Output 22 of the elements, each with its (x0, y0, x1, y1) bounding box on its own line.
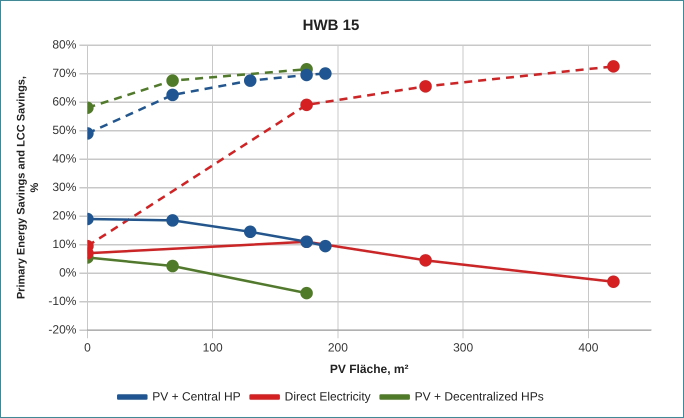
x-tick-label: 0 (84, 340, 92, 355)
y-tick-label: 20% (52, 208, 77, 222)
y-tick-label: 10% (52, 236, 77, 251)
x-axis-title: PV Fläche, m² (330, 362, 409, 376)
chart-title: HWB 15 (302, 17, 360, 34)
y-tick-label: -20% (48, 322, 77, 337)
x-tick-label: 200 (328, 340, 348, 355)
y-axis-title: Primary Energy Savings and LCC Savings, % (16, 76, 41, 300)
legend-label: PV + Central HP (152, 389, 241, 404)
x-tick-label: 300 (453, 340, 474, 355)
legend-label: Direct Electricity (284, 389, 371, 404)
x-tick-label: 400 (578, 340, 599, 355)
y-tick-label: 70% (52, 66, 77, 80)
y-tick-label: 80% (52, 37, 77, 52)
y-tick-label: 40% (52, 151, 77, 166)
x-tick-label: 100 (202, 340, 223, 355)
y-tick-label: -10% (48, 294, 77, 308)
y-tick-label: 0% (59, 265, 77, 280)
y-tick-label: 50% (52, 122, 77, 137)
y-tick-label: 30% (52, 180, 77, 194)
y-tick-label: 60% (52, 94, 77, 108)
legend-label: PV + Decentralized HPs (414, 389, 544, 404)
